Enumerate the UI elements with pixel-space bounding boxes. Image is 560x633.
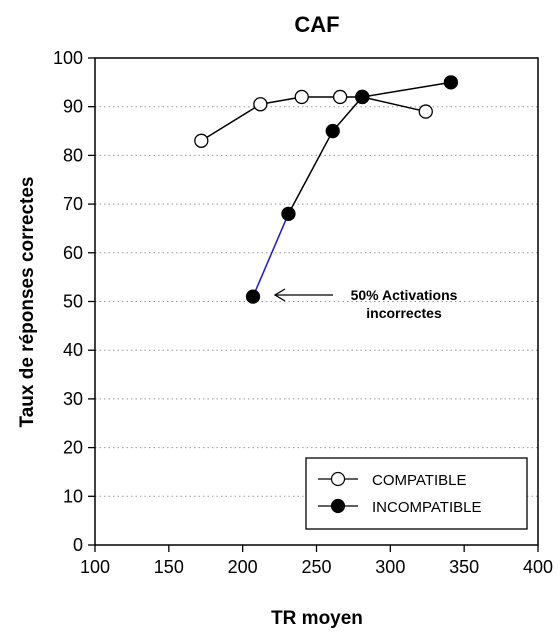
annotation-line-1: 50% Activations: [351, 287, 458, 303]
chart-title: CAF: [294, 12, 339, 37]
y-tick-label-20: 20: [63, 438, 83, 458]
legend: COMPATIBLE INCOMPATIBLE: [305, 457, 528, 530]
incompatible-point-3: [355, 89, 370, 105]
x-tick-label-200: 200: [228, 557, 258, 577]
legend-compatible-marker: [330, 471, 346, 487]
y-tick-label-100: 100: [53, 48, 83, 68]
y-tick-label-70: 70: [63, 194, 83, 214]
gridlines: [95, 106, 538, 497]
y-tick-label-10: 10: [63, 486, 83, 506]
y-tick-label-30: 30: [63, 389, 83, 409]
compatible-point-2: [294, 89, 309, 105]
incompatible-point-2: [325, 123, 340, 139]
legend-incompatible-marker: [330, 498, 346, 514]
y-axis-title: Taux de réponses correctes: [17, 177, 38, 428]
annotation: 50% Activations incorrectes: [273, 287, 458, 321]
legend-compatible-label: COMPATIBLE: [372, 472, 466, 489]
incompatible-point-0: [245, 289, 261, 304]
x-tick-label-400: 400: [523, 557, 553, 577]
data-series: [194, 75, 459, 304]
incompatible-segment-0: [252, 213, 290, 297]
y-tick-label-40: 40: [63, 340, 83, 360]
axis-ticks: 0 10 20 30 40 50 60 70 80 90 100 100 150 200 250 300 350…: [53, 48, 553, 577]
compatible-point-0: [194, 133, 209, 148]
compatible-point-5: [418, 104, 433, 119]
incompatible-point-1: [281, 206, 296, 221]
y-tick-label-60: 60: [63, 243, 83, 263]
x-tick-label-300: 300: [375, 557, 405, 577]
x-tick-label-250: 250: [301, 557, 331, 577]
y-tick-label-80: 80: [63, 145, 83, 165]
annotation-line-2: incorrectes: [366, 305, 442, 321]
compatible-segment-4: [362, 96, 426, 113]
x-tick-label-100: 100: [80, 557, 110, 577]
x-tick-label-350: 350: [449, 557, 479, 577]
y-tick-label-0: 0: [73, 535, 83, 555]
compatible-segment-0: [200, 103, 261, 142]
legend-incompatible-label: INCOMPATIBLE: [372, 499, 481, 516]
y-tick-label-50: 50: [63, 292, 83, 312]
y-tick-label-90: 90: [63, 97, 83, 117]
incompatible-segment-2: [332, 96, 363, 132]
series-compatible: [194, 89, 433, 148]
legend-box: [305, 457, 528, 530]
incompatible-point-4: [443, 75, 459, 90]
x-axis-title: TR moyen: [271, 608, 363, 629]
annotation-arrow-head: [273, 288, 286, 302]
incompatible-segment-3: [362, 81, 451, 98]
compatible-point-3: [332, 89, 348, 105]
compatible-point-1: [253, 97, 268, 112]
series-incompatible: [245, 75, 459, 304]
incompatible-segment-1: [287, 130, 334, 215]
x-tick-label-150: 150: [154, 557, 184, 577]
